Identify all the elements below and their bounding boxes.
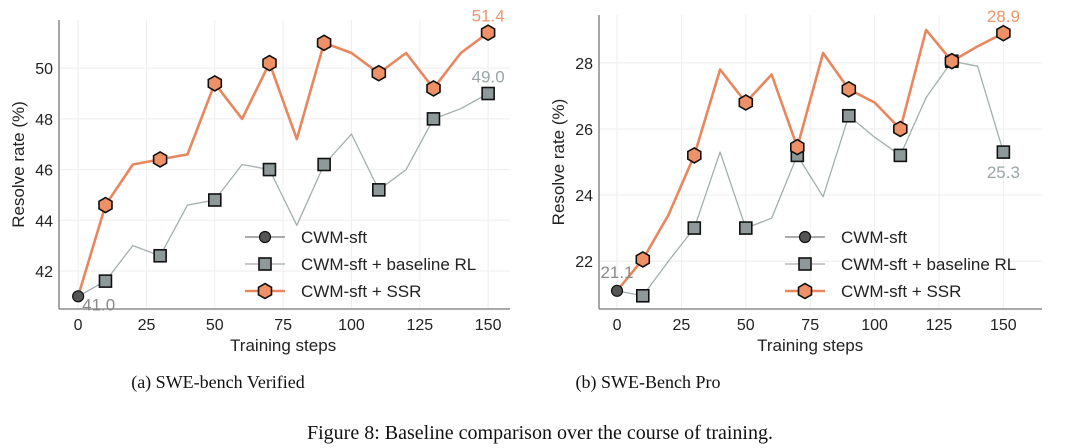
legend-item: CWM-sft + baseline RL [245,255,476,274]
baseline-rl-line [616,60,1005,297]
baseline-rl-marker [98,274,113,288]
legend-item: CWM-sft + SSR [785,282,961,301]
chart-b: 0 25 50 75 100 125 150 22 24 26 28 Training steps Re… [549,7,1042,355]
baseline-rl-marker [208,193,222,207]
y-tick-label: 24 [575,188,593,205]
baseline-rl-marker [687,221,702,235]
x-tick-label: 50 [737,317,755,334]
ssr-marker [892,120,908,138]
legend-marker [798,257,812,271]
baseline-rl-line [77,92,489,297]
y-tick-label: 48 [35,112,53,129]
baseline-rl-marker [426,112,441,126]
figure-caption: Figure 8: Baseline comparison over the c… [307,422,773,444]
ssr-marker [316,34,332,52]
ssr-marker [686,146,702,164]
baseline-rl-marker [842,108,856,123]
caption-b: (b) SWE-Bench Pro [576,372,721,393]
legend: CWM-sft CWM-sft + baseline RL CWM-sft + SS… [245,228,476,301]
x-tick-label: 150 [475,317,502,334]
y-axis-label: Resolve rate (%) [549,99,568,226]
chart-a: 0 25 50 75 100 125 150 42 44 46 48 50 Training steps… [9,7,510,355]
ssr-marker [152,150,168,168]
ssr-marker [371,64,387,82]
x-tick-label: 125 [406,317,433,334]
cwm-sft-marker [610,284,624,297]
annotation-label: 28.9 [987,7,1020,26]
x-tick-label: 125 [926,317,953,334]
annotation-label: 25.3 [987,163,1020,182]
x-tick-label: 100 [861,317,888,334]
baseline-rl-marker [371,183,386,197]
legend-label: CWM-sft + baseline RL [841,255,1016,274]
ssr-marker [426,79,441,97]
x-tick-label: 100 [338,317,365,334]
x-tick-label: 75 [801,317,819,334]
x-tick-label: 25 [673,317,691,334]
caption-a: (a) SWE-bench Verified [131,372,305,393]
legend-marker [798,230,812,244]
baseline-rl-marker [893,148,908,163]
annotation-label: 49.0 [472,68,505,87]
annotation-label: 41.0 [82,295,115,314]
ssr-marker [944,52,960,70]
legend: CWM-sft CWM-sft + baseline RL CWM-sft + SS… [785,228,1016,301]
legend-marker [258,257,272,271]
legend-marker [258,230,272,244]
baseline-rl-marker [317,157,331,172]
cwm-sft-marker [72,290,85,303]
legend-label: CWM-sft [841,228,907,247]
ssr-marker [738,94,754,111]
ssr-marker [996,24,1011,42]
x-tick-label: 25 [138,317,156,334]
ssr-line [76,31,489,297]
legend-marker [257,282,273,300]
x-tick-label: 150 [990,317,1017,334]
y-tick-label: 26 [575,122,593,139]
y-tick-label: 50 [35,61,53,78]
baseline-rl-marker [739,221,753,235]
legend-item: CWM-sft + baseline RL [785,255,1016,274]
ssr-marker [789,138,805,156]
legend-label: CWM-sft [301,228,367,247]
x-tick-label: 75 [274,317,292,334]
legend-item: CWM-sft + SSR [245,282,421,301]
legend-label: CWM-sft + baseline RL [301,255,476,274]
x-axis-label: Training steps [757,336,863,355]
ssr-marker [635,250,651,268]
x-tick-label: 50 [206,317,224,334]
x-tick-label: 0 [613,317,622,334]
ssr-marker [841,80,857,98]
ssr-marker [262,54,277,72]
ssr-line [615,28,1004,292]
y-tick-label: 46 [35,163,53,180]
y-tick-label: 42 [35,264,53,281]
y-tick-label: 44 [35,213,53,230]
annotation-label: 21.1 [600,263,633,282]
legend-item: CWM-sft [785,228,907,247]
ssr-marker [480,24,496,42]
annotation-label: 51.4 [472,7,505,26]
y-tick-label: 28 [575,56,593,73]
baseline-rl-marker [153,248,167,263]
y-axis-label: Resolve rate (%) [9,101,28,228]
ssr-marker [207,74,223,92]
baseline-rl-marker [996,145,1011,159]
baseline-rl-marker [635,288,650,303]
legend-marker [797,282,813,300]
x-tick-label: 0 [74,317,83,334]
legend-label: CWM-sft + SSR [841,282,961,301]
baseline-rl-marker [481,86,495,101]
baseline-rl-marker [262,162,277,177]
y-tick-label: 22 [575,254,593,271]
legend-item: CWM-sft [245,228,367,247]
ssr-marker [98,196,113,214]
legend-label: CWM-sft + SSR [301,282,421,301]
x-axis-label: Training steps [230,336,336,355]
